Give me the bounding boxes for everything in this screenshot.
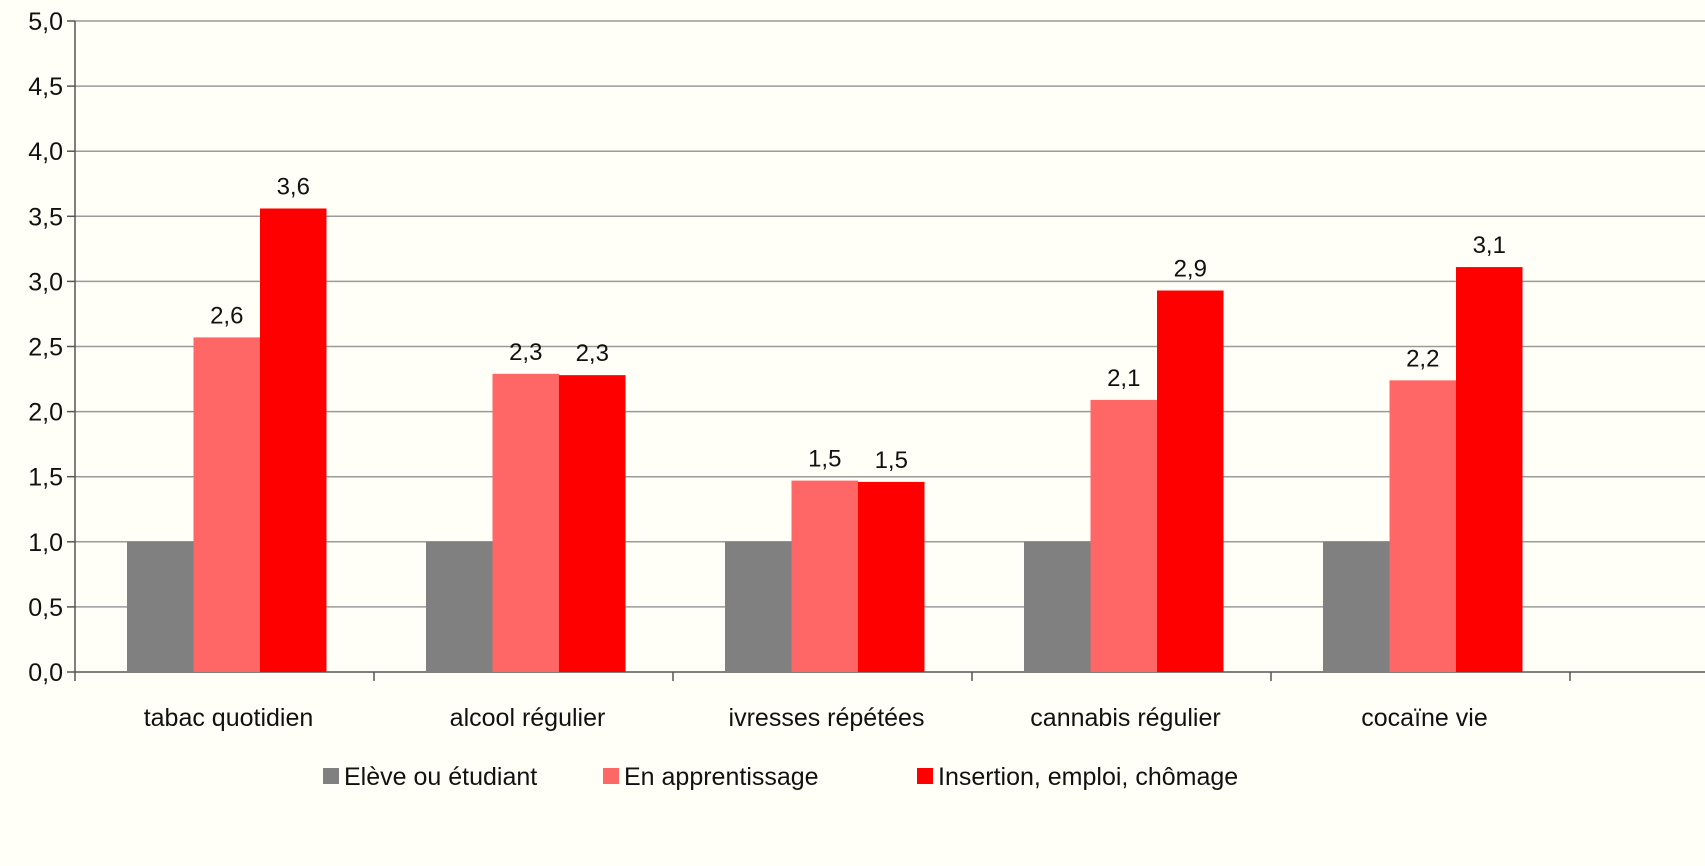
data-label: 2,3 (509, 339, 542, 366)
y-tick-label: 0,0 (28, 659, 63, 687)
bar-1 (127, 541, 194, 672)
y-tick-label: 4,5 (28, 73, 63, 101)
bar-2 (791, 480, 858, 672)
bar-3 (260, 208, 327, 672)
legend-swatch-2 (603, 768, 619, 784)
bar-3 (1456, 267, 1523, 672)
data-label: 2,2 (1406, 345, 1439, 372)
category-label: ivresses répétées (729, 704, 925, 732)
bar-1 (1323, 541, 1390, 672)
legend-swatch-3 (917, 768, 933, 784)
y-tick-label: 1,0 (28, 529, 63, 557)
legend-label: En apprentissage (624, 763, 819, 791)
data-label: 3,1 (1473, 232, 1506, 259)
y-tick-label: 5,0 (28, 8, 63, 36)
y-tick-label: 2,5 (28, 334, 63, 362)
legend-label: Elève ou étudiant (344, 763, 537, 791)
data-label: 1,5 (875, 447, 908, 474)
category-label: cannabis régulier (1030, 704, 1220, 732)
y-tick-label: 3,0 (28, 268, 63, 296)
data-labels: 2,6 3,6 2,3 2,3 1,5 1,5 2,1 2,9 2,2 3,1 (210, 173, 1506, 473)
legend-label: Insertion, emploi, chômage (938, 763, 1238, 791)
bar-3 (858, 481, 925, 672)
data-label: 2,9 (1174, 256, 1207, 283)
category-label: tabac quotidien (144, 704, 314, 732)
y-tick-label: 3,5 (28, 203, 63, 231)
legend-swatch-1 (323, 768, 339, 784)
category-label: alcool régulier (450, 704, 606, 732)
data-label: 2,1 (1107, 365, 1140, 392)
bar-2 (193, 337, 260, 672)
bar-1 (1024, 541, 1091, 672)
y-tick-label: 0,5 (28, 594, 63, 622)
data-label: 1,5 (808, 446, 841, 473)
legend: Elève ou étudiant En apprentissage Inserti… (323, 763, 1238, 791)
y-tick-label: 1,5 (28, 464, 63, 492)
y-axis: 0,0 0,5 1,0 1,5 2,0 2,5 3,0 3,5 4,0 4,5 5,0 (28, 8, 76, 687)
bar-2 (1090, 399, 1157, 672)
bar-1 (725, 541, 792, 672)
x-axis: tabac quotidien alcool régulier ivresses r… (74, 671, 1705, 732)
bar-2 (492, 373, 559, 672)
data-label: 2,6 (210, 302, 243, 329)
bar-2 (1389, 380, 1456, 672)
y-tick-label: 4,0 (28, 138, 63, 166)
bar-3 (559, 375, 626, 672)
data-label: 3,6 (277, 173, 310, 200)
y-tick-label: 2,0 (28, 399, 63, 427)
bars (127, 208, 1523, 672)
bar-1 (426, 541, 493, 672)
gridlines (75, 20, 1705, 608)
bar-3 (1157, 290, 1224, 672)
category-label: cocaïne vie (1361, 704, 1487, 732)
data-label: 2,3 (576, 340, 609, 367)
